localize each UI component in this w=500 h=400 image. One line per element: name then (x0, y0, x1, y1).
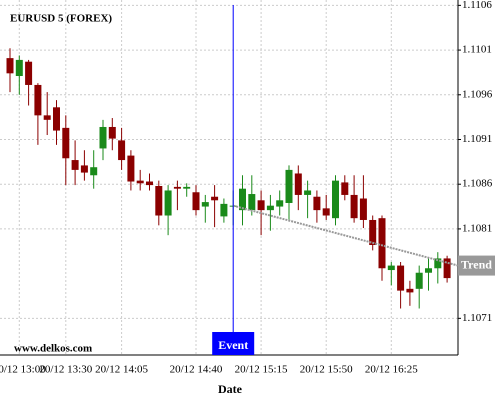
y-tick-label: 1.1091 (462, 133, 492, 145)
x-tick-label: 20/12 13:00 (0, 364, 46, 376)
y-tick-label: 1.1106 (462, 0, 492, 11)
chart-title: EURUSD 5 (FOREX) (10, 13, 112, 25)
candle-body (332, 180, 339, 219)
candle-body (443, 258, 451, 279)
candle-body (359, 198, 367, 220)
y-tick-label: 1.1101 (462, 44, 492, 56)
candle-body (90, 167, 98, 176)
candle-body (211, 196, 219, 201)
candle-body (192, 192, 200, 211)
candle-body (34, 84, 42, 116)
candle-body (378, 218, 386, 269)
candle-body (173, 186, 181, 189)
candle-body (313, 196, 321, 211)
trend-label: Trend (461, 257, 492, 271)
candle-body (6, 58, 14, 74)
event-label-box (212, 332, 255, 355)
candle-body (183, 186, 191, 189)
candle-body (341, 182, 349, 195)
grid (0, 0, 458, 355)
candle-body (257, 200, 265, 211)
candle-body (15, 59, 23, 77)
x-tick-label: 20/12 13:30 (39, 364, 92, 376)
candle-body (322, 208, 330, 216)
candle-body (62, 127, 70, 159)
candle-body (276, 200, 284, 207)
x-tick-label: 20/12 14:05 (95, 364, 148, 376)
candle-body (425, 268, 432, 273)
x-tick-label: 20/12 14:40 (170, 364, 223, 376)
x-tick-label: 20/12 16:25 (365, 364, 418, 376)
event-label: Event (218, 338, 248, 352)
x-tick-label: 20/12 15:50 (300, 364, 353, 376)
x-tick-label: 20/12 15:15 (235, 364, 288, 376)
y-tick-label: 1.1086 (462, 178, 493, 190)
y-tick-label: 1.1081 (462, 222, 492, 234)
candle-body (164, 190, 172, 216)
candle-body (397, 265, 405, 291)
candle-body (146, 181, 153, 186)
candle-body (369, 219, 377, 246)
trend-label-box (458, 255, 495, 276)
candle-body (434, 258, 442, 269)
candle-body (248, 194, 256, 211)
candle-body (304, 190, 312, 195)
candle-body (136, 180, 144, 184)
y-tick-label: 1.1071 (462, 312, 492, 324)
trend-line (232, 204, 459, 267)
candles (6, 48, 451, 309)
candle-body (266, 205, 274, 211)
candle-body (25, 61, 33, 85)
candle-body (415, 272, 423, 289)
candle-body (155, 185, 163, 216)
y-tick-label: 1.1096 (462, 88, 493, 100)
candle-body (387, 265, 395, 271)
candle-body (118, 140, 126, 161)
candle-body (53, 107, 60, 131)
candle-body (201, 202, 209, 207)
candle-body (127, 155, 135, 182)
watermark: www.delkos.com (14, 343, 92, 355)
candle-body (294, 173, 302, 195)
candle-body (285, 169, 293, 203)
candle-body (43, 115, 51, 120)
candle-body (406, 288, 414, 293)
candle-body (350, 194, 358, 219)
candle-body (239, 188, 246, 211)
candle-body (108, 126, 116, 139)
candle-body (99, 126, 107, 149)
candle-body (71, 160, 79, 170)
candle-body (80, 165, 88, 173)
candle-body (220, 203, 228, 217)
x-axis-title: Date (218, 382, 243, 396)
